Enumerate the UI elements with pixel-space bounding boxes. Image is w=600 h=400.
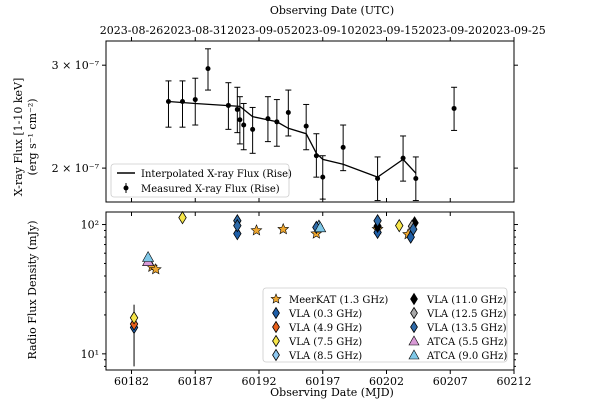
xray-point <box>413 175 419 181</box>
xray-point <box>313 153 319 159</box>
radio-ytick-label: 10² <box>81 219 99 232</box>
xray-point <box>375 175 381 181</box>
legend-label-vla-49: VLA (4.9 GHz) <box>288 323 362 334</box>
xray-point <box>285 109 291 115</box>
xray-point <box>303 123 309 129</box>
radio-point-diamond <box>395 218 404 233</box>
xray-point <box>241 122 247 128</box>
mjd-tick-label: 60192 <box>242 375 277 388</box>
xray-point <box>451 105 457 111</box>
mjd-tick-label: 60182 <box>114 375 149 388</box>
top-ylabel-line1: X-ray Flux [1-10 keV] <box>12 78 25 197</box>
radio-point-diamond <box>178 210 187 225</box>
xray-axes-frame <box>105 40 515 203</box>
radio-point-diamond <box>233 218 242 233</box>
legend-label-atca-55: ATCA (5.5 GHz) <box>426 337 507 348</box>
radio-point-star <box>277 222 290 235</box>
utc-tick-label: 2023-08-31 <box>164 24 227 37</box>
xray-point <box>234 106 240 112</box>
radio-point-triangle <box>142 250 155 262</box>
radio-legend-box <box>262 287 508 363</box>
xray-point <box>265 116 271 122</box>
mjd-tick-label: 60187 <box>178 375 213 388</box>
xray-point <box>320 174 326 180</box>
legend-marker-diamond <box>272 348 280 362</box>
radio-axes-frame <box>105 211 515 371</box>
utc-tick-label: 2023-09-25 <box>482 24 545 37</box>
xray-point <box>340 144 346 150</box>
radio-point-diamond <box>233 226 242 241</box>
mjd-tick-label: 60212 <box>497 375 532 388</box>
xray-point <box>205 66 211 72</box>
xray-legend-box <box>110 163 290 198</box>
radio-point-star <box>149 263 162 275</box>
legend-label-vla-135: VLA (13.5 GHz) <box>426 323 507 334</box>
legend-label-vla-125: VLA (12.5 GHz) <box>426 309 507 320</box>
xray-ytick-label: 3 × 10⁻⁷ <box>52 59 100 72</box>
xray-point <box>180 99 185 105</box>
bottom-ylabel: Radio Flux Density (mJy) <box>26 220 39 359</box>
xray-point <box>237 117 243 123</box>
legend-marker-diamond <box>410 306 418 320</box>
radio-point-diamond <box>373 213 382 228</box>
legend-label-measured: Measured X-ray Flux (Rise) <box>141 184 280 195</box>
legend-marker-triangle <box>408 335 420 346</box>
utc-tick-label: 2023-09-15 <box>355 24 418 37</box>
xray-ytick-label: 2 × 10⁻⁷ <box>52 162 100 175</box>
xray-point <box>274 119 280 125</box>
legend-label-vla-85: VLA (8.5 GHz) <box>288 351 362 362</box>
xray-point <box>192 97 198 103</box>
radio-point-diamond <box>129 311 139 325</box>
xray-point <box>400 155 406 161</box>
bottom-axis-title: Observing Date (MJD) <box>270 386 394 399</box>
legend-marker-diamond <box>272 334 280 348</box>
legend-point-marker <box>123 185 129 191</box>
legend-label-atca-90: ATCA (9.0 GHz) <box>426 351 507 362</box>
xray-legend: Interpolated X-ray Flux (Rise) Measured … <box>110 163 292 198</box>
legend-label-meerkat: MeerKAT (1.3 GHz) <box>289 295 388 306</box>
xray-point <box>250 126 256 132</box>
legend-marker-diamond <box>272 320 280 334</box>
legend-marker-triangle <box>408 349 420 360</box>
legend-label-vla-03: VLA (0.3 GHz) <box>288 309 362 320</box>
utc-tick-label: 2023-09-20 <box>419 24 482 37</box>
legend-marker-diamond <box>272 306 280 320</box>
radio-point-triangle <box>314 221 327 233</box>
legend-marker-star <box>270 293 282 304</box>
utc-tick-label: 2023-08-26 <box>100 24 163 37</box>
mjd-tick-label: 60202 <box>369 375 404 388</box>
radio-legend: MeerKAT (1.3 GHz) VLA (0.3 GHz) VLA (4.9… <box>262 287 508 363</box>
radio-point-star <box>250 224 263 236</box>
legend-label-vla-75: VLA (7.5 GHz) <box>288 337 362 348</box>
legend-label-interpolated: Interpolated X-ray Flux (Rise) <box>141 169 292 180</box>
legend-marker-diamond <box>410 292 418 306</box>
mjd-tick-label: 60207 <box>433 375 468 388</box>
legend-label-vla-110: VLA (11.0 GHz) <box>426 295 507 306</box>
top-axis-title: Observing Date (UTC) <box>270 4 394 17</box>
legend-marker-diamond <box>410 320 418 334</box>
radio-point-diamond <box>409 222 418 236</box>
utc-tick-label: 2023-09-10 <box>291 24 354 37</box>
radio-ytick-label: 10¹ <box>81 348 99 361</box>
radio-panel: 60182 60187 60192 60197 60202 60207 60212 10¹ 10… <box>81 210 532 388</box>
top-ylabel-line2: (erg s⁻¹ cm⁻²) <box>26 98 39 175</box>
xray-panel: 2023-08-26 2023-08-31 2023-09-05 2023-09-10… <box>52 24 546 203</box>
xray-point <box>225 102 231 108</box>
xray-point <box>165 99 171 105</box>
utc-tick-label: 2023-09-05 <box>227 24 290 37</box>
mjd-tick-label: 60197 <box>305 375 340 388</box>
